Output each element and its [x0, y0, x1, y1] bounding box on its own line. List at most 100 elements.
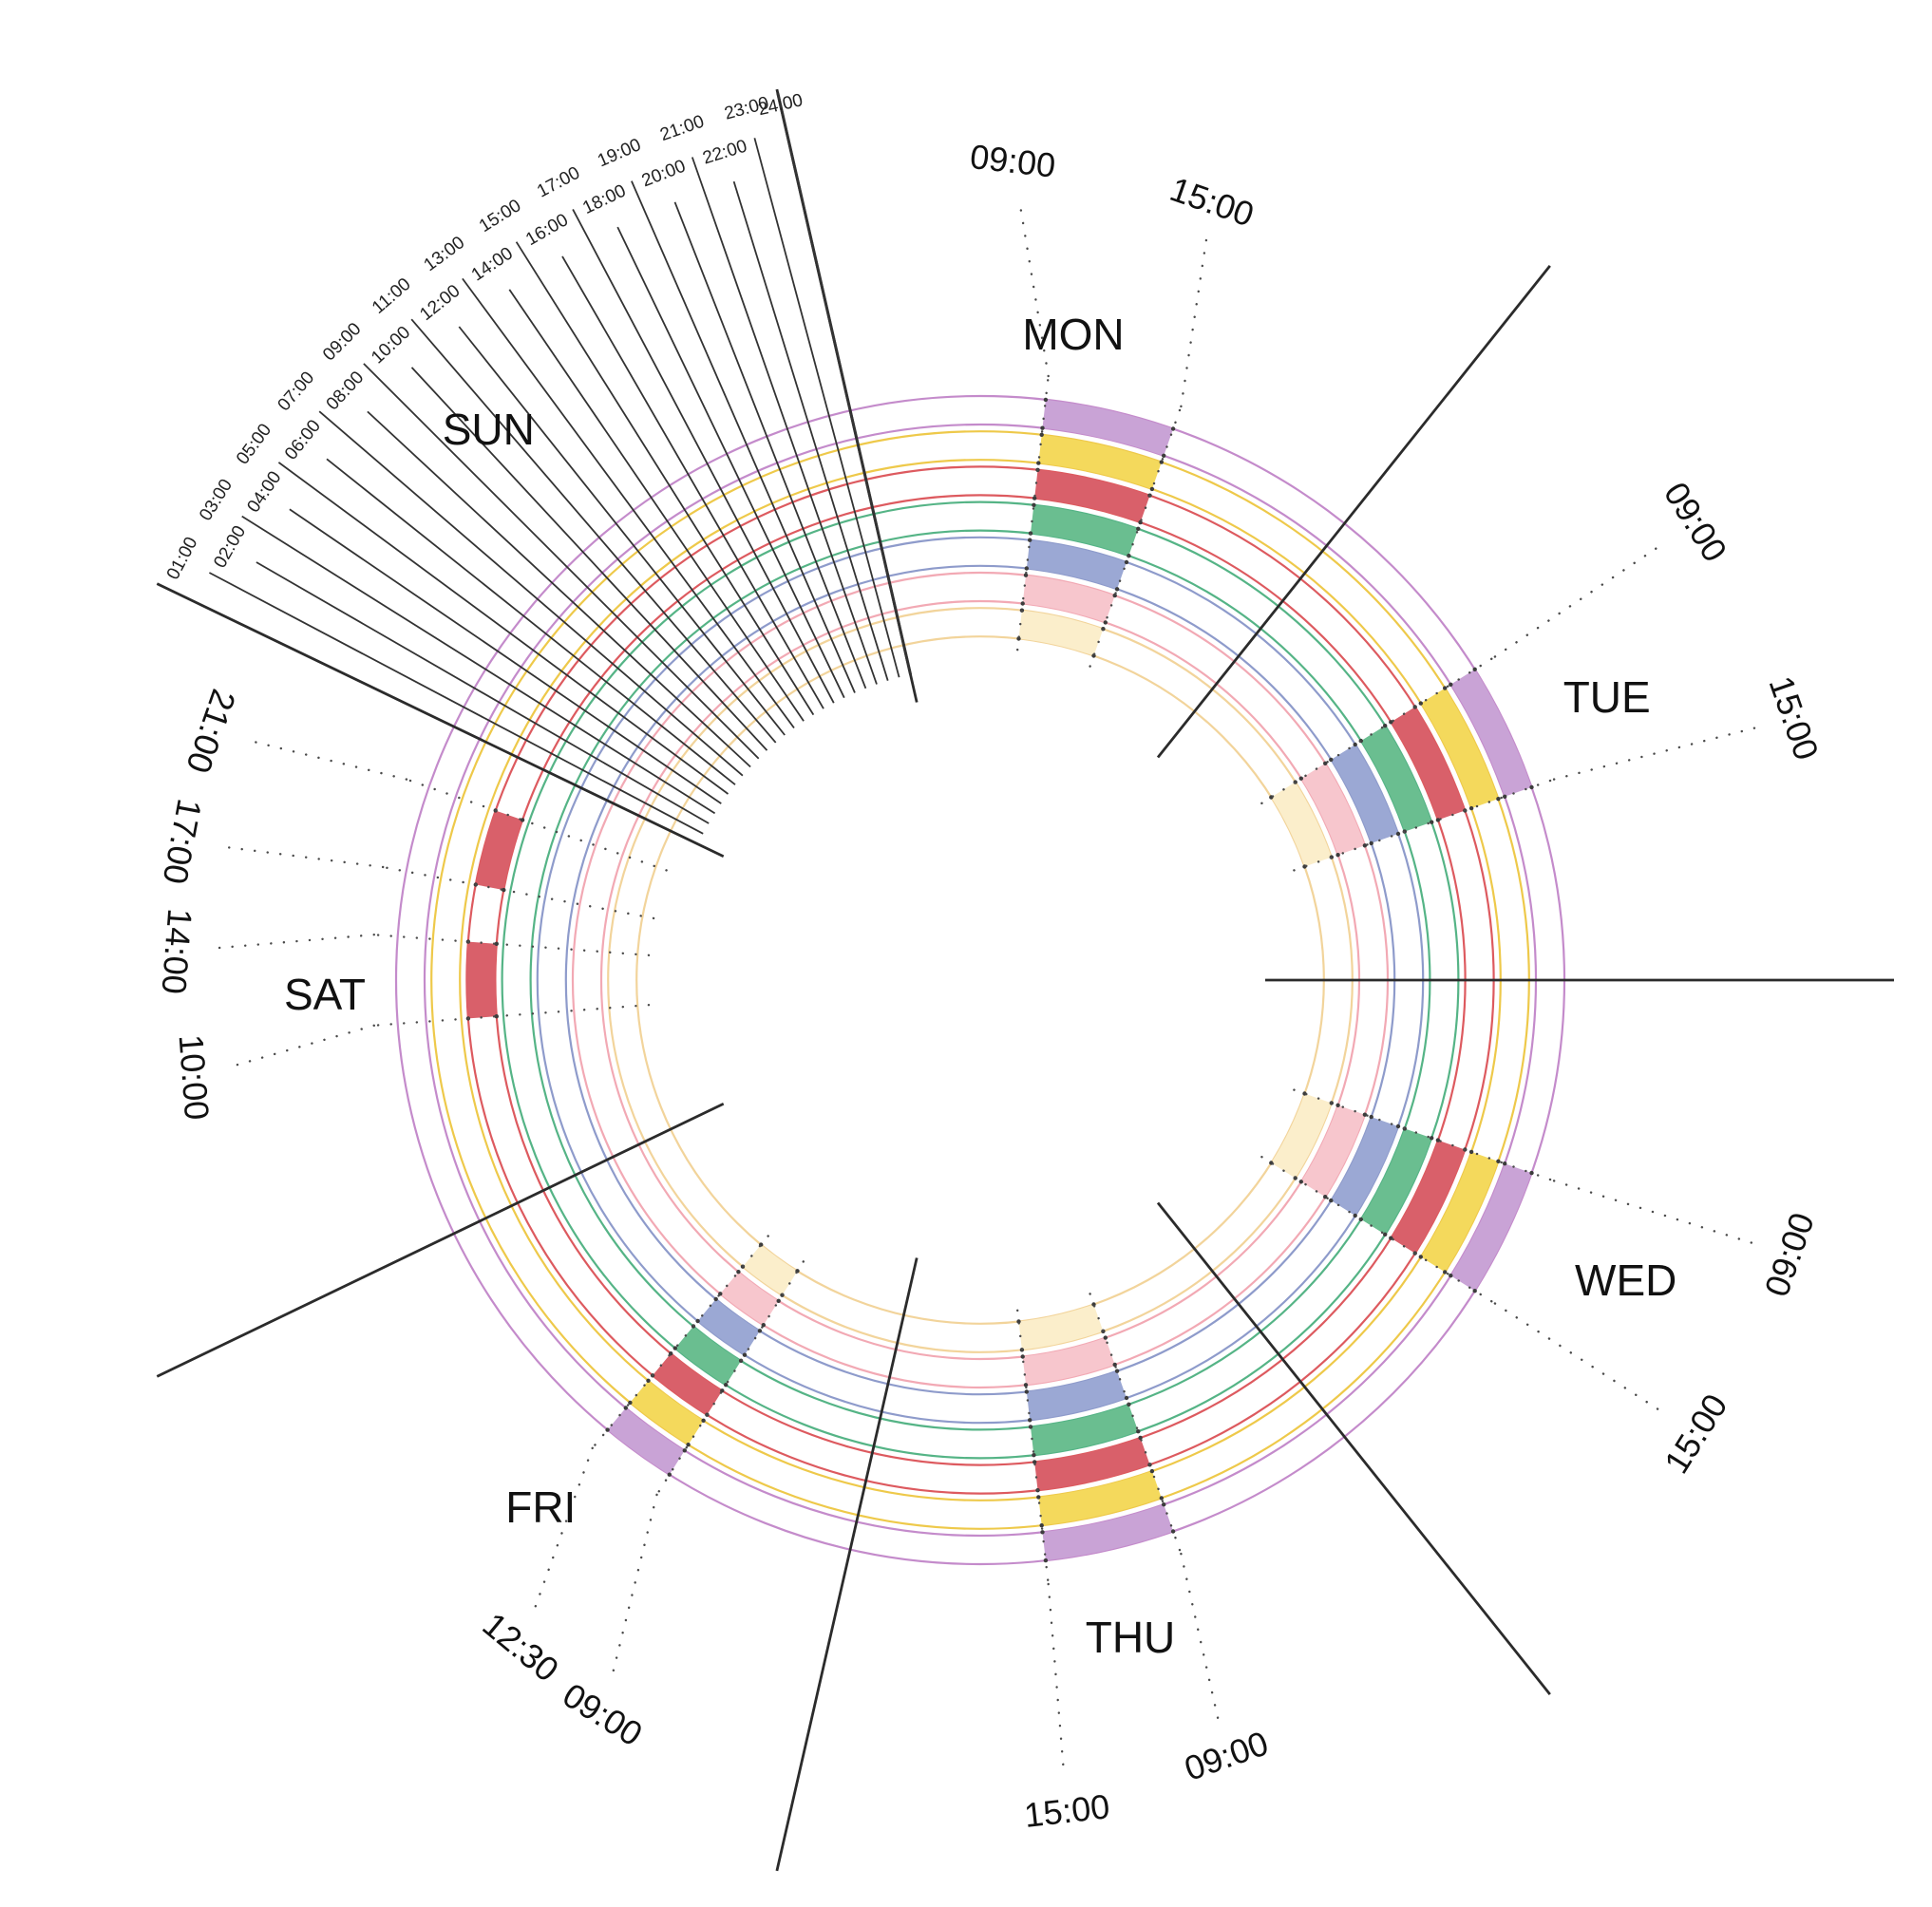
sun-hour-tick-label-12:00: 12:00: [416, 281, 464, 325]
block-corner-dot: [742, 1352, 748, 1357]
block-corner-dot: [1103, 1335, 1108, 1340]
event-block-fri-green-09:00-12:30: [674, 1326, 742, 1386]
event-block-thu-cream-09:00-15:00: [1018, 1304, 1104, 1350]
block-corner-dot: [1032, 496, 1037, 500]
sun-hour-tick-11:00: [410, 318, 777, 744]
sun-hour-tick-label-21:00: 21:00: [657, 112, 707, 146]
sun-hour-tick-01:00: [208, 572, 704, 835]
sun-hour-tick-09:00: [363, 363, 760, 760]
block-corner-dot: [1430, 1136, 1434, 1141]
time-label-mon-09:00: 09:00: [968, 137, 1057, 185]
block-corner-dot: [1103, 620, 1108, 625]
block-corner-dot: [1039, 432, 1044, 437]
sector-boundary-thu-start: [1156, 1201, 1551, 1695]
block-corner-dot: [1170, 1529, 1176, 1534]
sun-hour-tick-label-02:00: 02:00: [210, 522, 250, 572]
event-block-tue-cream-09:00-15:00: [1271, 782, 1332, 867]
block-corner-dot: [1503, 1161, 1507, 1166]
sun-hour-tick-15:00: [515, 241, 815, 716]
block-corner-dot: [1024, 1389, 1030, 1394]
block-corner-dot: [1369, 840, 1373, 846]
block-corner-dot: [1149, 1468, 1155, 1474]
leader-line-tue-09:00-outer: [1493, 541, 1666, 658]
leader-line-sat-14:00-inner: [372, 934, 651, 956]
block-corner-dot: [1040, 1530, 1045, 1535]
day-label-sun: SUN: [443, 405, 535, 454]
sun-hour-tick-label-08:00: 08:00: [323, 368, 369, 414]
sun-hour-tick-label-22:00: 22:00: [700, 136, 749, 168]
block-corner-dot: [1472, 1289, 1477, 1293]
block-corner-dot: [1032, 1460, 1037, 1464]
block-corner-dot: [1159, 460, 1165, 464]
day-label-mon: MON: [1022, 310, 1124, 359]
block-corner-dot: [686, 1443, 691, 1447]
block-corner-dot: [1496, 1159, 1501, 1164]
leader-line-wed-15:00-outer: [1493, 1302, 1665, 1415]
block-corner-dot: [1383, 1232, 1388, 1237]
sun-hour-tick-label-07:00: 07:00: [274, 368, 318, 415]
sun-hour-tick-24:00: [776, 92, 913, 675]
block-corner-dot: [682, 1448, 687, 1453]
time-label-thu-09:00: 09:00: [1180, 1723, 1274, 1787]
block-corner-dot: [1136, 1429, 1141, 1434]
block-corner-dot: [1298, 1180, 1304, 1184]
block-corner-dot: [1040, 425, 1045, 430]
leader-line-sat-14:00-outer: [214, 934, 375, 950]
sector-boundary-sun-start: [156, 582, 725, 859]
block-corner-dot: [1039, 1523, 1044, 1528]
event-block-fri-red-09:00-12:30: [653, 1353, 723, 1415]
event-block-thu-red-09:00-15:00: [1034, 1437, 1150, 1491]
event-block-thu-pink-09:00-15:00: [1022, 1337, 1115, 1386]
event-block-fri-pink-09:00-12:30: [720, 1272, 779, 1326]
event-block-mon-purple-09:00-15:00: [1042, 399, 1174, 456]
block-corner-dot: [1138, 519, 1143, 525]
event-block-mon-yellow-09:00-15:00: [1038, 434, 1162, 489]
block-corner-dot: [1503, 794, 1507, 799]
event-block-wed-yellow-09:00-15:00: [1420, 1151, 1499, 1273]
block-corner-dot: [1353, 742, 1357, 747]
block-corner-dot: [1418, 701, 1424, 706]
leader-line-mon-15:00-outer: [1180, 237, 1208, 408]
leader-line-thu-09:00-outer: [1180, 1552, 1220, 1720]
block-corner-dot: [713, 1296, 718, 1302]
sun-hour-tick-04:00: [289, 508, 722, 804]
block-corner-dot: [1162, 453, 1166, 458]
block-corner-dot: [757, 1329, 763, 1333]
block-corner-dot: [761, 1323, 766, 1328]
block-corner-dot: [1149, 486, 1155, 492]
block-corner-dot: [1329, 1198, 1334, 1203]
day-label-wed: WED: [1575, 1256, 1676, 1305]
event-block-thu-purple-09:00-15:00: [1042, 1504, 1174, 1561]
block-corner-dot: [1124, 559, 1129, 565]
block-corner-dot: [1418, 1255, 1424, 1259]
time-label-wed-15:00: 15:00: [1657, 1387, 1735, 1480]
sun-hour-tick-label-13:00: 13:00: [421, 233, 469, 275]
event-block-mon-pink-09:00-15:00: [1022, 575, 1115, 623]
time-label-sat-17:00: 17:00: [155, 796, 209, 887]
leader-line-thu-15:00-outer: [1047, 1582, 1066, 1774]
event-block-tue-pink-09:00-15:00: [1300, 763, 1365, 856]
block-corner-dot: [605, 1427, 610, 1432]
sun-hour-tick-label-04:00: 04:00: [243, 468, 285, 517]
block-corner-dot: [494, 941, 499, 946]
block-corner-dot: [1323, 1195, 1328, 1199]
block-corner-dot: [1170, 426, 1176, 431]
block-corner-dot: [623, 1406, 628, 1410]
sun-hour-tick-03:00: [241, 515, 716, 815]
block-corner-dot: [1036, 461, 1041, 465]
sun-hour-tick-08:00: [367, 410, 751, 768]
block-corner-dot: [701, 1418, 706, 1424]
event-block-sat-red-10:00-14:00: [466, 941, 497, 1019]
block-corner-dot: [520, 818, 525, 822]
sun-hour-tick-label-15:00: 15:00: [476, 196, 524, 236]
block-corner-dot: [736, 1270, 741, 1274]
block-corner-dot: [1335, 1103, 1340, 1108]
leader-line-sat-10:00-outer: [229, 1024, 375, 1068]
day-label-thu: THU: [1086, 1613, 1176, 1662]
block-corner-dot: [724, 1383, 729, 1388]
event-block-thu-blue-09:00-15:00: [1026, 1370, 1127, 1421]
day-label-sat: SAT: [284, 970, 366, 1019]
block-corner-dot: [1496, 797, 1501, 802]
sun-hour-tick-label-20:00: 20:00: [639, 157, 689, 192]
